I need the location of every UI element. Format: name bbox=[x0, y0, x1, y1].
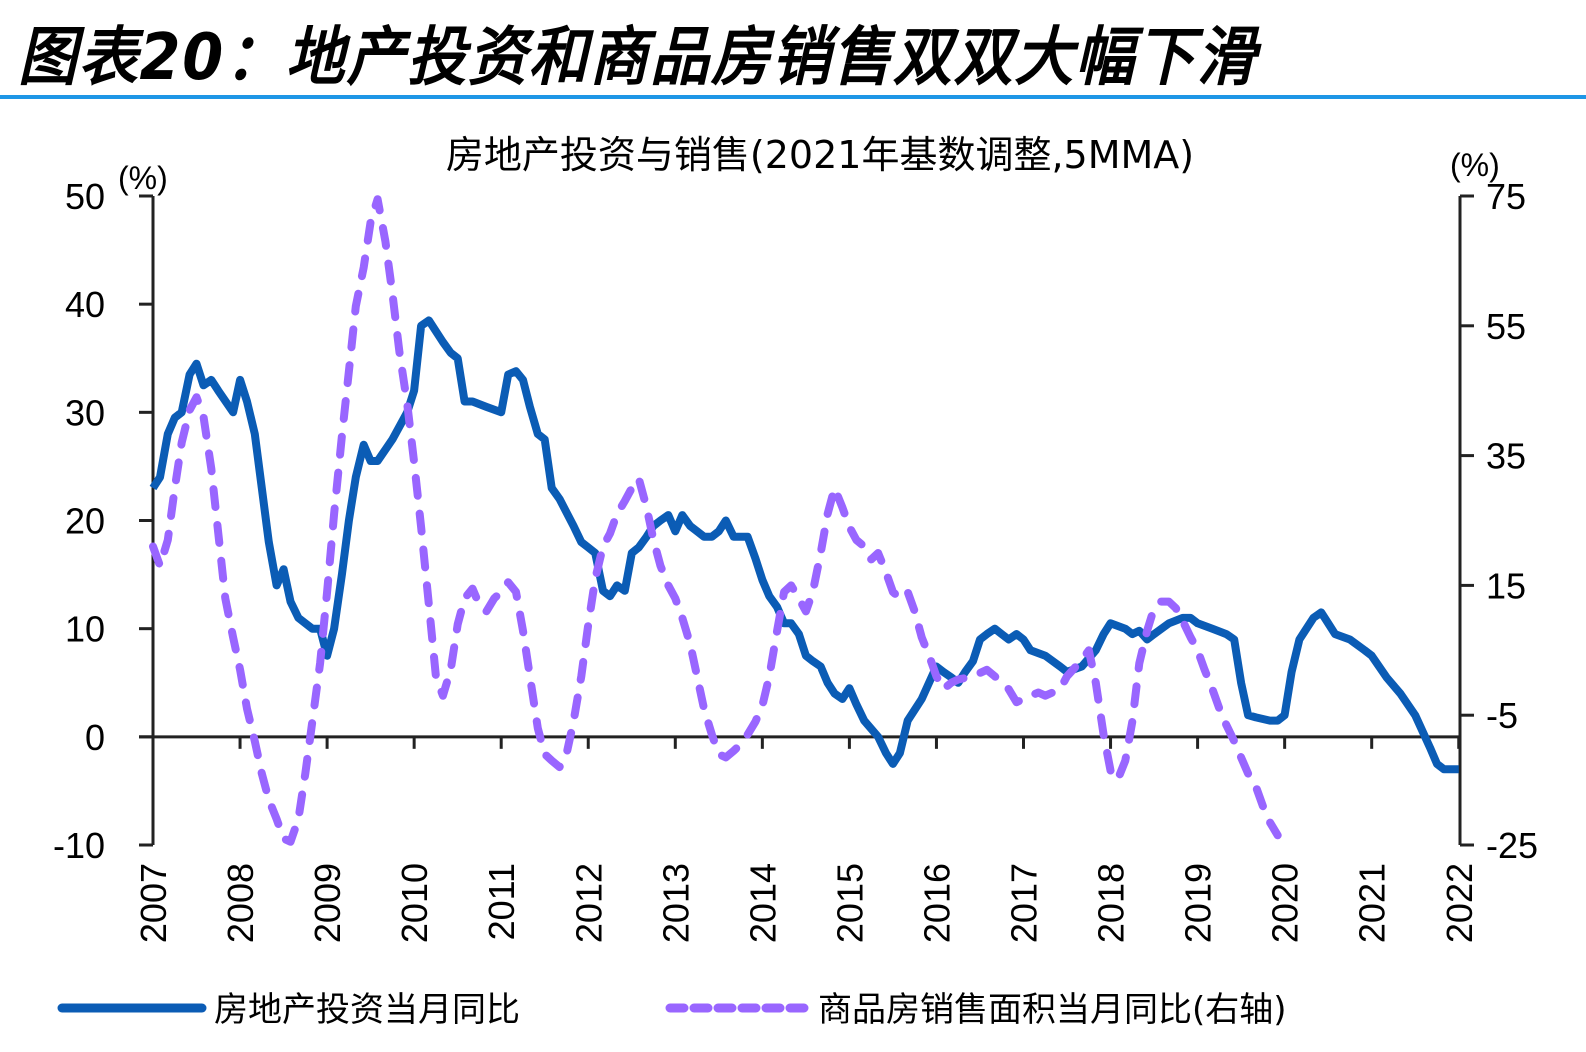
left-axis-unit: (%) bbox=[118, 160, 168, 196]
legend-label-sales: 商品房销售面积当月同比(右轴) bbox=[818, 990, 1287, 1030]
x-tick-label: 2011 bbox=[481, 863, 522, 940]
x-tick-label: 2009 bbox=[307, 863, 348, 943]
x-tick-label: 2022 bbox=[1439, 863, 1480, 943]
x-tick-label: 2018 bbox=[1091, 863, 1132, 943]
legend: 房地产投资当月同比 商品房销售面积当月同比(右轴) bbox=[57, 990, 1287, 1030]
x-tick-label: 2013 bbox=[655, 863, 696, 943]
x-tick-label: 2012 bbox=[568, 863, 609, 943]
x-tick-label: 2015 bbox=[829, 863, 870, 943]
series-layer bbox=[149, 195, 1459, 846]
heading-rule bbox=[0, 95, 1586, 99]
left-y-tick-label: 30 bbox=[65, 392, 105, 433]
x-tick-label: 2021 bbox=[1352, 863, 1393, 943]
right-y-tick-label: -5 bbox=[1486, 695, 1518, 736]
axes: -10 0 10 20 30 40 50 -25 -5 15 35 55 75 2007 2008 2009 2… bbox=[53, 176, 1538, 943]
left-y-tick-label: 40 bbox=[65, 284, 105, 325]
left-y-tick-label: 50 bbox=[65, 176, 105, 217]
x-tick-label: 2008 bbox=[220, 863, 261, 943]
left-y-tick-label: 20 bbox=[65, 501, 105, 542]
series-investment-line bbox=[149, 316, 1459, 774]
legend-label-investment: 房地产投资当月同比 bbox=[214, 990, 520, 1030]
x-tick-label: 2020 bbox=[1265, 863, 1306, 943]
series-sales-line bbox=[149, 195, 1282, 846]
right-axis-unit: (%) bbox=[1450, 147, 1500, 183]
x-tick-label: 2019 bbox=[1178, 863, 1219, 943]
right-y-tick-label: 55 bbox=[1486, 306, 1526, 347]
x-tick-label: 2014 bbox=[742, 863, 783, 943]
right-y-tick-label: 35 bbox=[1486, 436, 1526, 477]
left-y-tick-label: 10 bbox=[65, 609, 105, 650]
left-y-tick-label: 0 bbox=[85, 717, 105, 758]
right-y-tick-label: 15 bbox=[1486, 565, 1526, 606]
x-tick-label: 2010 bbox=[394, 863, 435, 943]
x-tick-label: 2016 bbox=[916, 863, 957, 943]
x-tick-label: 2007 bbox=[133, 863, 174, 943]
x-tick-label: 2017 bbox=[1004, 863, 1045, 943]
right-y-tick-label: -25 bbox=[1486, 825, 1538, 866]
figure-heading: 图表20：地产投资和商品房销售双双大幅下滑 bbox=[18, 21, 1258, 95]
left-y-tick-label: -10 bbox=[53, 825, 105, 866]
right-y-tick-label: 75 bbox=[1486, 176, 1526, 217]
chart-title: 房地产投资与销售(2021年基数调整,5MMA) bbox=[446, 133, 1194, 177]
